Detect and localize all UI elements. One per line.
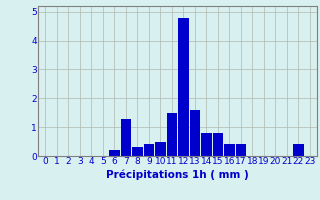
Bar	[293, 144, 304, 156]
Bar	[178, 18, 188, 156]
X-axis label: Précipitations 1h ( mm ): Précipitations 1h ( mm )	[106, 169, 249, 180]
Bar	[236, 144, 246, 156]
Bar	[144, 144, 154, 156]
Bar	[155, 142, 165, 156]
Bar	[121, 118, 131, 156]
Bar	[213, 133, 223, 156]
Bar	[109, 150, 119, 156]
Bar	[167, 113, 177, 156]
Bar	[132, 147, 142, 156]
Bar	[201, 133, 212, 156]
Bar	[224, 144, 235, 156]
Bar	[190, 110, 200, 156]
